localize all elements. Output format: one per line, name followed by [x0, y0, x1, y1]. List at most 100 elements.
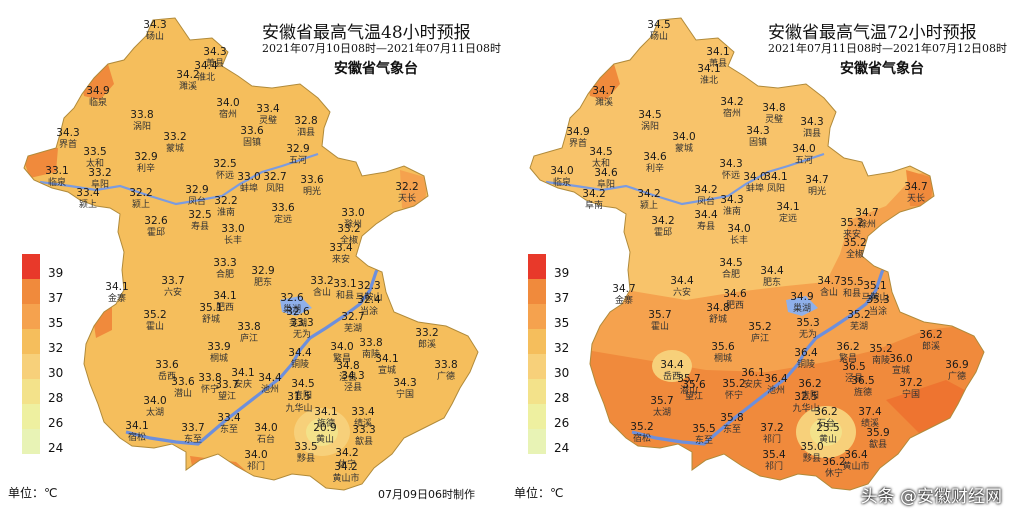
temperature-value: 32.5	[794, 391, 817, 403]
legend-swatch	[528, 404, 546, 429]
temperature-value: 34.3	[746, 125, 769, 137]
temperature-value: 36.5	[851, 375, 874, 387]
station-name: 灵璧	[259, 114, 277, 126]
temperature-value: 34.4	[660, 359, 684, 371]
temperature-value: 34.2	[720, 96, 743, 108]
station-name: 宿松	[633, 432, 651, 444]
station-name: 祁门	[763, 433, 781, 445]
temperature-value: 34.3	[56, 127, 79, 139]
station-name: 颍上	[640, 199, 658, 211]
temperature-value: 34.0	[254, 422, 277, 434]
temperature-value: 34.4	[194, 60, 218, 72]
temperature-value: 34.7	[904, 181, 927, 193]
station-name: 绩溪	[354, 417, 372, 429]
temperature-value: 33.2	[163, 131, 186, 143]
legend-swatch	[528, 429, 546, 454]
station-name: 蚌埠	[746, 182, 764, 194]
temperature-value: 37.2	[899, 377, 922, 389]
station-name: 黄山	[819, 433, 837, 445]
temperature-value: 32.3	[357, 280, 380, 292]
station-name: 南陵	[362, 348, 380, 360]
temperature-value: 33.6	[155, 359, 179, 371]
temperature-value: 34.3	[393, 377, 416, 389]
station-name: 黄山市	[842, 460, 869, 472]
temperature-value: 34.1	[776, 201, 799, 213]
legend-tick: 35	[554, 316, 570, 330]
station-name: 黄山	[316, 433, 334, 445]
legend-tick: 26	[554, 416, 570, 430]
temperature-value: 34.9	[566, 126, 589, 138]
station-name: 泗县	[297, 127, 315, 138]
temperature-value: 34.2	[637, 188, 660, 200]
legend-tick: 28	[554, 391, 570, 405]
station-name: 长丰	[224, 234, 242, 246]
temperature-value: 33.5	[83, 146, 106, 158]
temperature-value: 33.3	[290, 317, 313, 329]
station-name: 蒙城	[166, 142, 184, 154]
station-name: 砀山	[650, 31, 668, 42]
station-name: 利辛	[137, 162, 155, 174]
temperature-zone-hot	[906, 170, 934, 206]
temperature-value: 35.3	[866, 294, 889, 306]
temperature-value: 33.4	[256, 103, 280, 115]
temperature-value: 33.7	[161, 275, 184, 287]
station-name: 绩溪	[861, 417, 879, 429]
temperature-value: 34.6	[643, 151, 667, 163]
temperature-value: 34.1	[706, 46, 729, 58]
temperature-value: 33.4	[329, 242, 353, 254]
temperature-value: 35.6	[711, 341, 735, 353]
temperature-value: 33.8	[130, 109, 153, 121]
map-organization: 安徽省气象台	[334, 61, 418, 77]
temperature-value: 35.7	[650, 395, 673, 407]
legend-swatch	[528, 379, 546, 404]
station-name: 池州	[261, 383, 279, 395]
temperature-value: 34.4	[258, 372, 282, 384]
unit-label: 单位：℃	[8, 486, 58, 500]
station-name: 泾县	[845, 372, 863, 384]
station-name: 萧县	[206, 57, 224, 69]
station-name: 淮北	[700, 75, 718, 86]
temperature-value: 34.0	[216, 97, 239, 109]
temperature-value: 33.8	[198, 372, 221, 384]
station-name: 庐江	[240, 332, 258, 344]
temperature-value: 33.5	[294, 441, 317, 453]
station-name: 肥西	[726, 300, 744, 311]
legend-swatch	[528, 354, 546, 379]
station-name: 涡阳	[133, 121, 151, 132]
station-name: 阜阳	[91, 178, 109, 190]
legend-tick: 37	[48, 291, 64, 305]
temperature-value: 35.3	[796, 317, 819, 329]
station-name: 临泉	[89, 96, 107, 108]
station-name: 宁国	[396, 388, 414, 400]
temperature-value: 36.1	[741, 367, 764, 379]
temperature-value: 35.2	[143, 309, 166, 321]
station-name: 凤阳	[767, 183, 785, 194]
legend-tick: 24	[554, 441, 570, 455]
unit-label: 单位：℃	[514, 486, 564, 500]
station-name: 怀宁	[725, 389, 743, 401]
station-name: 涡阳	[641, 121, 659, 132]
temperature-value: 35.2	[722, 378, 745, 390]
station-name: 颍上	[132, 198, 150, 210]
station-name: 肥西	[216, 302, 234, 313]
legend-swatch	[22, 354, 40, 379]
station-name: 来安	[843, 228, 861, 240]
temperature-value: 34.7	[805, 174, 828, 186]
temperature-value: 34.0	[743, 171, 766, 183]
temperature-value: 33.2	[88, 167, 111, 179]
station-name: 巢湖	[283, 303, 301, 315]
province-border	[23, 17, 479, 491]
station-name: 太湖	[146, 406, 164, 418]
station-name: 固镇	[749, 136, 767, 148]
temperature-value: 33.6	[300, 174, 324, 186]
station-name: 蚌埠	[240, 182, 258, 194]
station-name: 和县	[843, 288, 861, 299]
station-name: 长丰	[730, 234, 748, 246]
temperature-value: 34.8	[706, 302, 729, 314]
station-name: 临泉	[553, 176, 571, 188]
temperature-value: 32.2	[214, 195, 237, 207]
station-name: 颍上	[79, 198, 97, 210]
temperature-value: 35.7	[648, 309, 671, 321]
temperature-value: 32.7	[341, 311, 364, 323]
